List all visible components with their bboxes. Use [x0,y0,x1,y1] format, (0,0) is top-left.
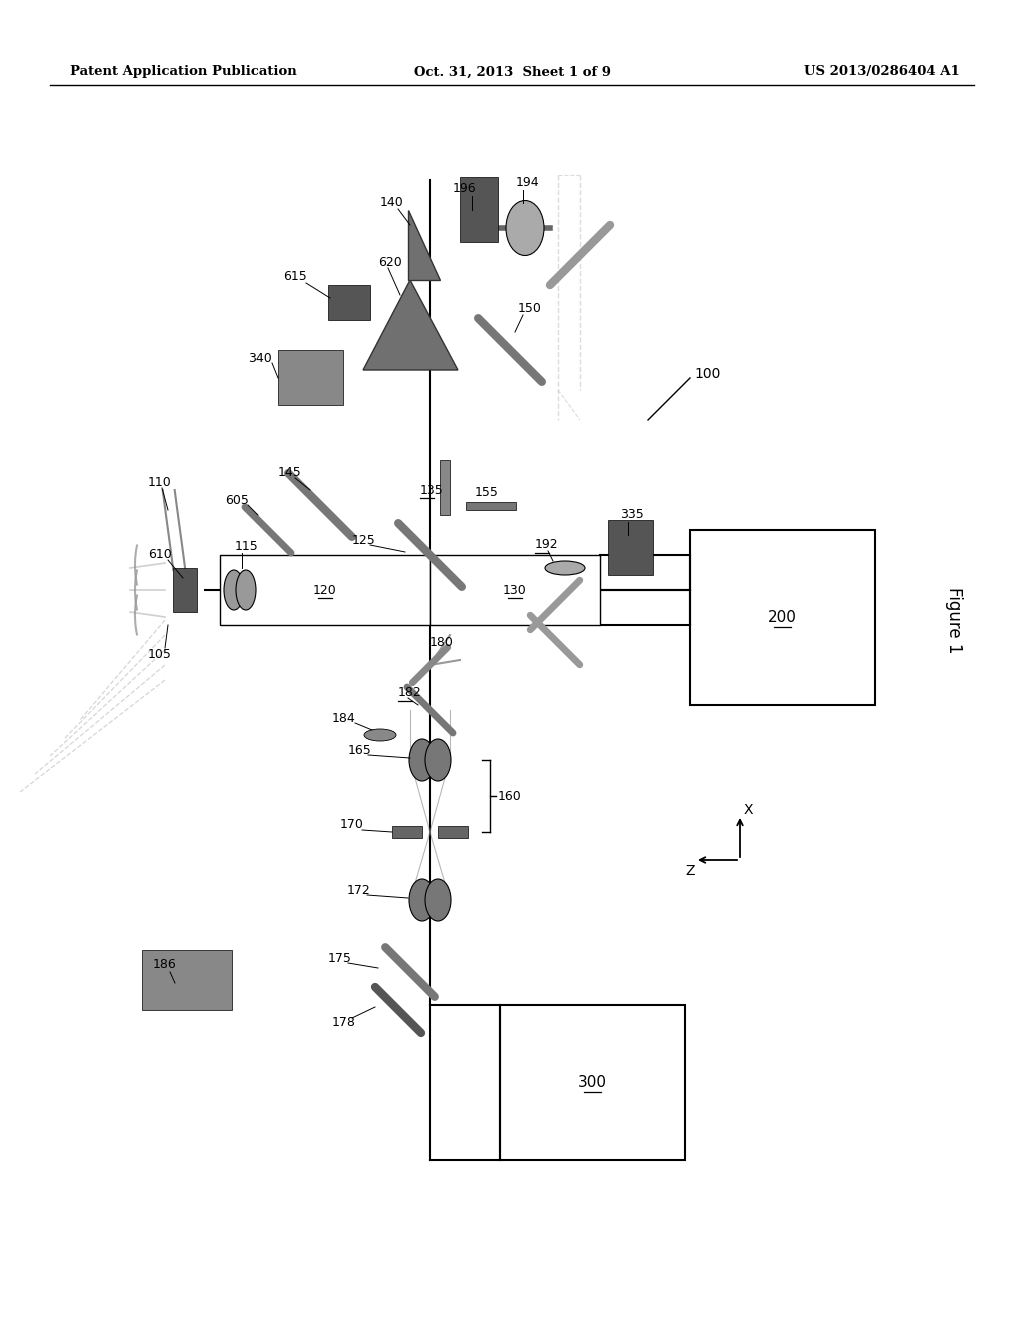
Text: 155: 155 [475,486,499,499]
Text: 615: 615 [283,271,307,284]
Text: 186: 186 [153,958,177,972]
Bar [440,459,450,515]
Bar [392,826,422,838]
Bar [328,285,370,319]
Text: Z: Z [685,865,694,878]
Text: 300: 300 [578,1074,607,1090]
Bar [608,520,653,576]
Polygon shape [408,210,440,280]
Text: 140: 140 [380,197,403,210]
Ellipse shape [236,570,256,610]
Text: 120: 120 [313,583,337,597]
Bar [173,568,197,612]
Ellipse shape [425,739,451,781]
Bar [500,1005,685,1160]
Text: Patent Application Publication: Patent Application Publication [70,66,297,78]
Text: 135: 135 [420,483,443,496]
Text: 172: 172 [347,883,371,896]
Bar [438,826,468,838]
Text: 165: 165 [348,743,372,756]
Ellipse shape [409,879,435,921]
Text: Oct. 31, 2013  Sheet 1 of 9: Oct. 31, 2013 Sheet 1 of 9 [414,66,610,78]
Ellipse shape [224,570,244,610]
Bar [430,554,600,624]
Text: US 2013/0286404 A1: US 2013/0286404 A1 [804,66,961,78]
Ellipse shape [545,561,585,576]
Text: Figure 1: Figure 1 [945,587,963,653]
Ellipse shape [409,739,435,781]
Text: 178: 178 [332,1016,356,1030]
Bar [142,950,232,1010]
Text: 196: 196 [453,181,476,194]
Text: 145: 145 [278,466,302,479]
Ellipse shape [425,879,451,921]
Text: 340: 340 [248,351,271,364]
Text: 130: 130 [503,583,527,597]
Ellipse shape [364,729,396,741]
Text: 182: 182 [398,686,422,700]
Ellipse shape [506,201,544,256]
Text: 105: 105 [148,648,172,661]
Text: 125: 125 [352,533,376,546]
Text: 610: 610 [148,549,172,561]
Text: 150: 150 [518,301,542,314]
Text: 110: 110 [148,477,172,490]
Text: 180: 180 [430,636,454,649]
Bar [460,177,498,242]
Text: 620: 620 [378,256,401,268]
Bar [278,350,343,405]
Text: 184: 184 [332,711,355,725]
Text: 100: 100 [694,367,720,381]
Bar [466,502,516,510]
Text: X: X [744,803,754,817]
Polygon shape [362,280,458,370]
Bar [220,554,430,624]
Text: 194: 194 [516,177,540,190]
Text: 175: 175 [328,952,352,965]
Text: 335: 335 [620,508,644,521]
Text: 192: 192 [535,539,559,552]
Text: 200: 200 [768,610,797,624]
Text: 605: 605 [225,494,249,507]
Text: 115: 115 [234,540,259,553]
Text: 170: 170 [340,818,364,832]
Text: 160: 160 [498,789,522,803]
Bar [690,531,874,705]
